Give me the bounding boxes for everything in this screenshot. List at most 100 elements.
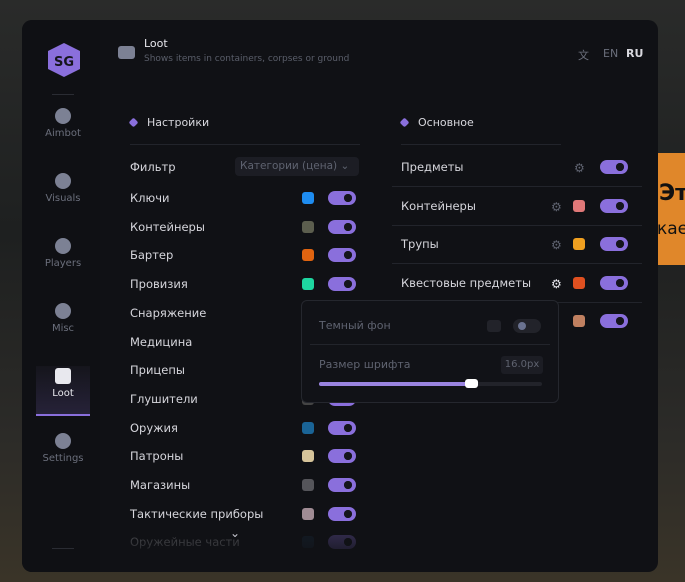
filter-value: Категории (цена)	[240, 160, 338, 172]
settings-item-row: Тактические приборы	[130, 504, 360, 524]
banner-text: Эт	[659, 181, 685, 206]
main-section-title: Основное	[399, 116, 474, 129]
settings-item-label: Оружия	[130, 420, 178, 435]
color-swatch[interactable]	[302, 507, 314, 520]
main-item-label: Контейнеры	[401, 198, 476, 213]
scroll-down-chevron-icon[interactable]: ⌄	[230, 526, 241, 540]
toggle[interactable]	[328, 478, 356, 492]
divider	[401, 144, 561, 145]
main-item-row: Квестовые предметы ⚙	[401, 273, 641, 293]
app-window: SG Aimbot Visuals Players Misc Loot Settings …	[22, 20, 658, 572]
dark-bg-color-swatch[interactable]	[487, 320, 501, 332]
main-item-row	[401, 311, 641, 331]
scroll-fade	[122, 525, 382, 555]
color-swatch[interactable]	[302, 220, 314, 233]
toggle[interactable]	[600, 198, 628, 213]
sidebar-item-misc[interactable]: Misc	[36, 301, 90, 351]
settings-item-row: Ключи	[130, 188, 360, 208]
color-swatch[interactable]	[573, 238, 585, 250]
divider	[52, 548, 74, 549]
toggle[interactable]	[328, 219, 356, 234]
settings-item-row: Патроны	[130, 446, 360, 466]
filter-label: Фильтр	[130, 160, 176, 174]
font-size-slider[interactable]	[319, 379, 542, 388]
sidebar-item-players[interactable]: Players	[36, 236, 90, 286]
settings-item-row: Бартер	[130, 245, 360, 265]
settings-popup: Темный фон Размер шрифта 16.0px	[301, 300, 559, 403]
filter-select[interactable]: Категории (цена) ⌄	[235, 157, 359, 176]
sidebar-item-visuals[interactable]: Visuals	[36, 171, 90, 221]
toggle[interactable]	[328, 248, 356, 263]
toggle[interactable]	[600, 275, 628, 290]
users-icon	[55, 238, 71, 254]
toggle[interactable]	[328, 506, 356, 521]
gear-icon[interactable]: ⚙	[551, 238, 562, 252]
divider	[392, 263, 642, 264]
color-swatch[interactable]	[302, 450, 314, 463]
sidebar-item-label: Settings	[42, 453, 84, 464]
translate-icon: 文	[578, 49, 589, 62]
vr-headset-icon	[55, 173, 71, 189]
color-swatch[interactable]	[302, 278, 314, 291]
main-item-label: Квестовые предметы	[401, 275, 532, 290]
sidebar-item-label: Aimbot	[45, 128, 81, 139]
main-item-row: Трупы ⚙	[401, 234, 641, 254]
svg-text:SG: SG	[54, 55, 74, 70]
list-icon	[55, 433, 71, 449]
font-size-value[interactable]: 16.0px	[501, 356, 543, 374]
main-item-label: Предметы	[401, 160, 464, 174]
main-item-row: Предметы ⚙	[401, 157, 641, 177]
settings-section-title: Настройки	[128, 116, 210, 129]
toggle[interactable]	[600, 160, 628, 174]
sidebar-item-label: Misc	[51, 323, 75, 334]
more-icon	[55, 303, 71, 319]
toggle[interactable]	[328, 277, 356, 292]
settings-item-label: Тактические приборы	[130, 506, 264, 521]
settings-item-label: Ключи	[130, 191, 170, 205]
section-label: Настройки	[147, 116, 210, 129]
dark-bg-toggle[interactable]	[513, 319, 541, 333]
color-swatch[interactable]	[302, 249, 314, 262]
divider	[392, 224, 642, 226]
divider	[130, 144, 360, 145]
sidebar-item-settings[interactable]: Settings	[36, 431, 90, 481]
background-banner: Эт кае	[657, 153, 685, 265]
color-swatch[interactable]	[573, 276, 585, 289]
divider	[52, 94, 74, 95]
section-label: Основное	[418, 116, 474, 129]
settings-item-label: Глушители	[130, 391, 198, 406]
toggle[interactable]	[328, 449, 356, 464]
settings-item-label: Контейнеры	[130, 219, 205, 234]
settings-item-label: Патроны	[130, 449, 184, 464]
dark-bg-label: Темный фон	[319, 319, 391, 332]
slider-handle[interactable]	[464, 379, 478, 388]
sidebar-item-aimbot[interactable]: Aimbot	[36, 106, 90, 156]
main-item-row: Контейнеры ⚙	[401, 196, 641, 216]
toggle[interactable]	[328, 191, 356, 205]
toggle[interactable]	[600, 237, 628, 251]
gear-icon[interactable]: ⚙	[574, 161, 585, 175]
sidebar-item-loot[interactable]: Loot	[36, 366, 90, 416]
toolbox-icon	[55, 368, 71, 384]
lang-en-button[interactable]: EN	[603, 47, 619, 60]
divider	[310, 344, 550, 345]
lang-ru-button[interactable]: RU	[626, 47, 644, 60]
slider-fill	[319, 382, 471, 386]
color-swatch[interactable]	[573, 315, 585, 327]
settings-item-label: Провизия	[130, 277, 188, 292]
gear-icon[interactable]: ⚙	[551, 199, 562, 214]
color-swatch[interactable]	[302, 479, 314, 491]
font-size-label: Размер шрифта	[319, 358, 411, 371]
divider	[392, 186, 642, 187]
settings-item-row: Контейнеры	[130, 217, 360, 237]
banner-text: кае	[657, 219, 685, 239]
toggle[interactable]	[328, 420, 356, 435]
toggle[interactable]	[600, 314, 628, 328]
color-swatch[interactable]	[302, 421, 314, 434]
gear-icon[interactable]: ⚙	[551, 276, 562, 291]
color-swatch[interactable]	[302, 192, 314, 204]
toggle-knob	[518, 322, 526, 330]
color-swatch[interactable]	[573, 199, 585, 212]
page-title: Loot	[144, 37, 168, 50]
sidebar: SG Aimbot Visuals Players Misc Loot Settings	[22, 20, 100, 572]
